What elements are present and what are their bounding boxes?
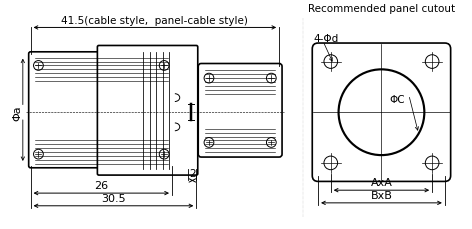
Circle shape — [204, 74, 214, 84]
Text: 41.5(cable style,  panel-cable style): 41.5(cable style, panel-cable style) — [61, 15, 248, 25]
Circle shape — [324, 55, 337, 69]
FancyBboxPatch shape — [312, 44, 451, 182]
Text: ΦC: ΦC — [389, 95, 405, 105]
Text: 30.5: 30.5 — [101, 193, 126, 203]
Text: BxB: BxB — [371, 190, 392, 200]
Circle shape — [204, 138, 214, 148]
Circle shape — [425, 156, 439, 170]
Text: Recommended panel cutout: Recommended panel cutout — [308, 4, 455, 14]
Text: 4-Φd: 4-Φd — [313, 34, 338, 44]
Circle shape — [338, 70, 424, 155]
Text: Φa: Φa — [12, 105, 22, 120]
FancyBboxPatch shape — [29, 53, 174, 168]
Circle shape — [34, 61, 43, 71]
Circle shape — [425, 55, 439, 69]
FancyBboxPatch shape — [97, 46, 198, 175]
FancyBboxPatch shape — [198, 64, 282, 157]
Circle shape — [34, 150, 43, 159]
Circle shape — [159, 61, 169, 71]
Text: 2: 2 — [189, 169, 196, 179]
Text: AxA: AxA — [371, 177, 392, 188]
Text: 26: 26 — [94, 180, 109, 190]
Circle shape — [324, 156, 337, 170]
Circle shape — [267, 138, 276, 148]
Circle shape — [267, 74, 276, 84]
Circle shape — [159, 150, 169, 159]
